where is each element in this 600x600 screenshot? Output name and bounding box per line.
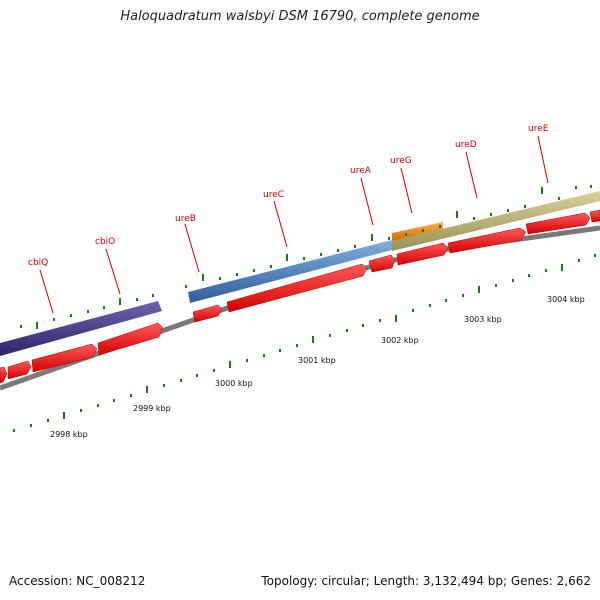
scale-label-3003: 3003 kbp bbox=[464, 315, 502, 324]
upper-tick-row bbox=[20, 185, 592, 329]
scale-labels: 2998 kbp 2999 kbp 3000 kbp 3001 kbp 3002… bbox=[50, 295, 585, 439]
cds-arrow bbox=[589, 209, 600, 223]
cds-arrow bbox=[0, 366, 8, 384]
scale-label-3002: 3002 kbp bbox=[381, 336, 419, 345]
scale-label-3004: 3004 kbp bbox=[547, 295, 585, 304]
scale-label-2998: 2998 kbp bbox=[50, 430, 88, 439]
scale-label-2999: 2999 kbp bbox=[133, 404, 171, 413]
cds-arrow bbox=[31, 343, 98, 373]
genome-summary-text: Topology: circular; Length: 3,132,494 bp… bbox=[261, 574, 591, 588]
ureDE-feature-bar bbox=[392, 191, 600, 251]
gene-label-cbiQ: cbiQ bbox=[28, 258, 48, 268]
map-title: Haloquadratum walsbyi DSM 16790, complet… bbox=[120, 9, 480, 24]
ureG-feature-bar bbox=[392, 222, 443, 241]
cds-arrow bbox=[525, 212, 591, 235]
scale-label-3001: 3001 kbp bbox=[298, 356, 336, 365]
cds-arrow bbox=[447, 227, 527, 254]
accession-text: Accession: NC_008212 bbox=[9, 574, 146, 588]
cds-arrow bbox=[7, 360, 32, 380]
scale-label-3000: 3000 kbp bbox=[215, 379, 253, 388]
cds-arrow bbox=[97, 322, 164, 356]
gene-label-ureG: ureG bbox=[390, 156, 412, 166]
gene-label-ureC: ureC bbox=[263, 190, 284, 200]
gene-label-ureE: ureE bbox=[528, 124, 549, 134]
gene-label-ureB: ureB bbox=[175, 214, 196, 224]
cds-track bbox=[0, 209, 600, 384]
feature-bars bbox=[0, 191, 600, 356]
cds-arrow bbox=[396, 242, 449, 266]
gene-label-ureA: ureA bbox=[350, 166, 372, 176]
gene-labels: cbiQ cbiO ureB ureC ureA ureG ureD ureE bbox=[28, 124, 549, 268]
cds-arrow bbox=[368, 254, 396, 273]
ureABC-feature-bar bbox=[188, 240, 392, 303]
cds-arrow bbox=[192, 304, 223, 323]
cds-arrow bbox=[226, 263, 368, 313]
gene-label-cbiO: cbiO bbox=[95, 237, 115, 247]
lower-tick-row bbox=[13, 254, 596, 432]
gene-leader-lines bbox=[39, 135, 549, 314]
cbi-feature-bar bbox=[0, 301, 162, 356]
gene-label-ureD: ureD bbox=[455, 140, 477, 150]
